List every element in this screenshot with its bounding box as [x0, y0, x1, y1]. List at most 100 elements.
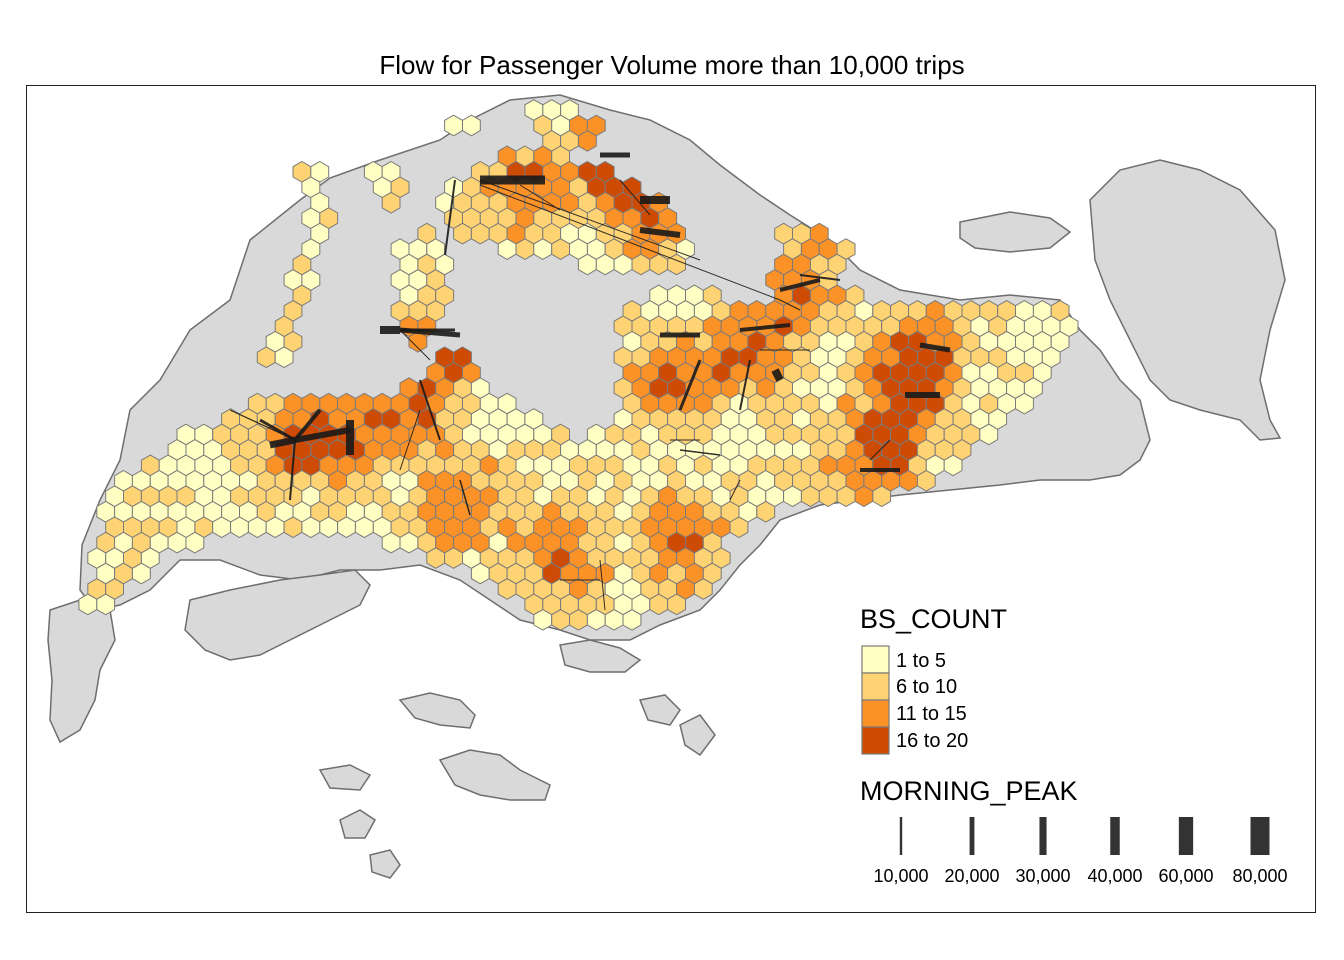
hexagon-cell: [78, 593, 98, 616]
flow-line: [619, 179, 651, 216]
flow-line: [779, 299, 801, 311]
hexagon-cell: [604, 609, 624, 631]
flow-line: [799, 274, 841, 281]
flow-line: [919, 342, 951, 353]
flow-line: [399, 409, 421, 471]
southern-island-1: [398, 692, 476, 729]
bs-legend-item: 1 to 5: [861, 645, 946, 674]
hexagon-cell: [756, 500, 776, 523]
bs-legend-swatch: [861, 726, 890, 755]
flow-line: [779, 278, 821, 292]
hexagon-cell: [693, 578, 713, 600]
hexagon-cell: [577, 253, 597, 276]
bs-legend-item: 16 to 20: [861, 726, 968, 755]
hexagon-cell: [649, 253, 669, 276]
hexagon-cell: [979, 423, 999, 446]
hexagon-cell: [337, 516, 356, 539]
hexagon-cell: [185, 531, 205, 554]
hexagon-cell: [444, 547, 463, 569]
hexagon-cell: [899, 469, 918, 492]
flow-line: [739, 359, 751, 411]
hexagon-cell: [1015, 392, 1034, 415]
flow-line: [479, 184, 781, 301]
flow-line: [444, 179, 456, 256]
hexagon-cell: [283, 516, 303, 539]
bs-legend-swatch: [861, 645, 890, 674]
pulau-tekong-polygon: [1089, 159, 1286, 441]
southern-island-2: [318, 764, 372, 791]
hexagon-cell: [167, 531, 187, 554]
flow-line: [419, 379, 441, 441]
flow-legend-items: 10,000 20,000 30,000 40,000 60,000 80,000: [873, 817, 1288, 886]
bs-legend-label: 6 to 10: [896, 676, 957, 698]
flow-line: [771, 368, 784, 382]
hexagon-cell: [256, 346, 276, 369]
flow-legend-title: MORNING_PEAK: [860, 776, 1078, 806]
flow-legend-label: 20,000: [944, 866, 999, 886]
hexagon-cell: [399, 531, 419, 554]
flow-line: [293, 408, 322, 442]
flow-line: [259, 418, 296, 442]
hexagon-cell: [800, 485, 820, 508]
bs-legend-title: BS_COUNT: [860, 604, 1007, 634]
flow-legend-label: 10,000: [873, 866, 928, 886]
hexagon-cell: [533, 609, 553, 631]
flow-line: [639, 227, 681, 238]
flow-line: [739, 323, 791, 332]
southern-island-4: [339, 809, 376, 839]
bs-legend-item: 6 to 10: [861, 672, 957, 701]
hexagon-cell: [836, 485, 856, 508]
hexagon-cell: [426, 547, 446, 569]
bs-legend-label: 16 to 20: [896, 730, 968, 752]
hexagon-cell: [131, 562, 151, 585]
hexagon-cell: [497, 578, 517, 600]
hexagon-cell: [783, 485, 802, 508]
southern-island-5: [369, 849, 401, 879]
hexagon-cell: [212, 516, 232, 539]
hexagon-cell: [515, 238, 535, 260]
tuas-reclaimed-polygon: [47, 599, 116, 744]
hexagon-layer: [78, 99, 1079, 631]
bs-count-legend: BS_COUNT 1 to 5 6 to 10 11 to 15 16 to 2…: [860, 604, 1007, 755]
southern-island-3: [438, 749, 551, 801]
flow-line: [399, 329, 431, 361]
hexagon-cell: [667, 593, 686, 616]
flow-legend-label: 40,000: [1087, 866, 1142, 886]
hexagon-cell: [613, 253, 633, 276]
flow-line: [269, 436, 296, 449]
hexagon-cell: [462, 114, 481, 137]
flow-legend-label: 30,000: [1015, 866, 1070, 886]
southern-island-7: [679, 714, 716, 757]
flow-line: [519, 184, 561, 211]
bs-legend-label: 1 to 5: [896, 650, 946, 672]
southern-island-6: [638, 694, 681, 726]
hexagon-cell: [667, 253, 686, 276]
bs-legend-item: 11 to 15: [861, 699, 967, 728]
hexagon-cell: [230, 516, 249, 539]
hexagon-cell: [319, 516, 339, 539]
bs-legend-swatch: [861, 672, 890, 701]
hexagon-cell: [631, 253, 651, 276]
map-title: Flow for Passenger Volume more than 10,0…: [379, 50, 965, 80]
hexagon-cell: [247, 516, 267, 539]
flow-line: [289, 439, 296, 501]
morning-peak-legend: MORNING_PEAK 10,000 20,000 30,000 40,000 60,…: [860, 776, 1288, 886]
hexagon-cell: [916, 469, 936, 492]
flow-line: [679, 449, 721, 456]
flow-line: [479, 179, 701, 261]
hexagon-cell: [408, 330, 428, 353]
hexagon-cell: [586, 609, 606, 631]
flow-line: [729, 479, 741, 501]
bs-legend-label: 11 to 15: [896, 703, 967, 725]
hexagon-cell: [729, 516, 749, 539]
jurong-island-polygon: [184, 569, 371, 661]
hexagon-cell: [470, 562, 490, 585]
hexagon-cell: [551, 609, 570, 631]
hexagon-cell: [569, 609, 588, 631]
flow-legend-label: 80,000: [1232, 866, 1287, 886]
hexagon-cell: [577, 130, 597, 152]
hexagon-cell: [274, 346, 294, 369]
hexagon-cell: [872, 485, 892, 508]
hexagon-cell: [622, 609, 642, 631]
